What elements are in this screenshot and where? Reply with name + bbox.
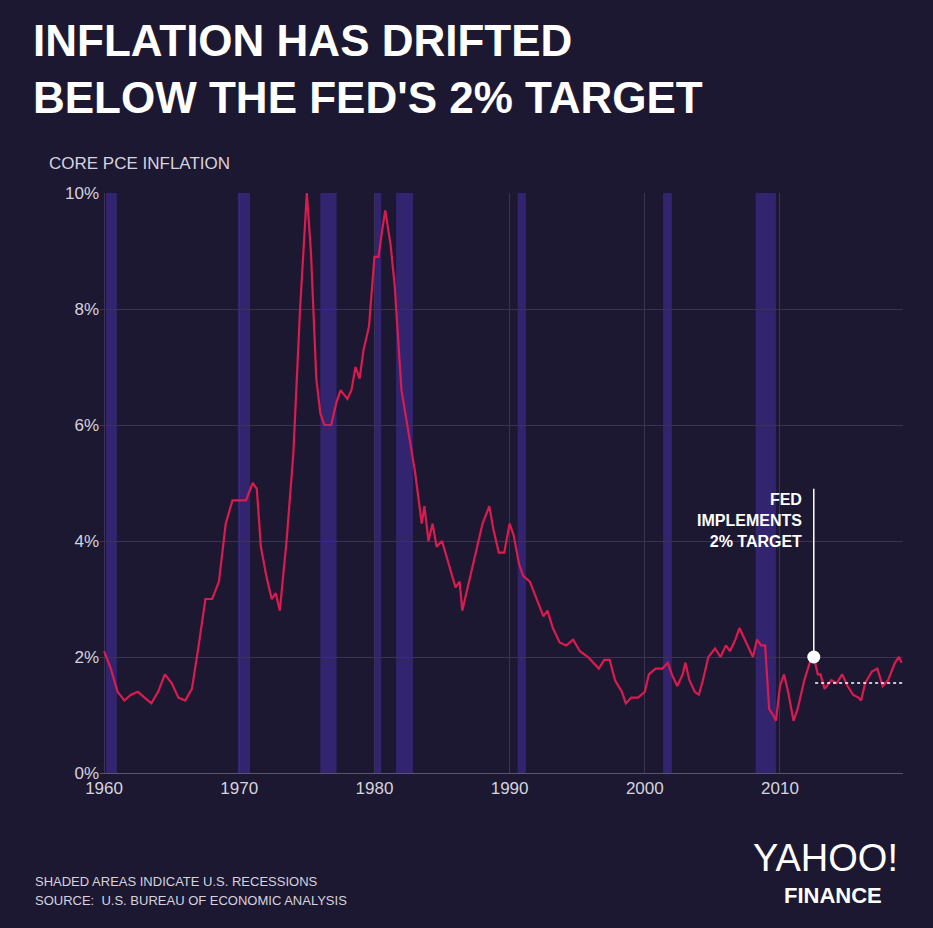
svg-text:4%: 4% xyxy=(74,532,99,551)
svg-text:FINANCE: FINANCE xyxy=(784,883,882,908)
svg-text:2000: 2000 xyxy=(626,779,664,798)
svg-text:2010: 2010 xyxy=(761,779,799,798)
svg-text:FEDIMPLEMENTS2% TARGET: FEDIMPLEMENTS2% TARGET xyxy=(697,491,802,550)
svg-text:1970: 1970 xyxy=(220,779,258,798)
svg-text:YAHOO!: YAHOO! xyxy=(753,837,898,879)
svg-text:SHADED AREAS INDICATE U.S. REC: SHADED AREAS INDICATE U.S. RECESSIONS xyxy=(35,874,318,889)
svg-text:SOURCE: U.S. BUREAU OF ECONOM: SOURCE: U.S. BUREAU OF ECONOMIC ANALYSIS xyxy=(35,893,347,908)
svg-text:1960: 1960 xyxy=(85,779,123,798)
svg-text:0%: 0% xyxy=(74,764,99,783)
svg-text:6%: 6% xyxy=(74,416,99,435)
svg-text:1980: 1980 xyxy=(356,779,394,798)
svg-text:8%: 8% xyxy=(74,300,99,319)
svg-text:INFLATION HAS DRIFTEDBELOW THE: INFLATION HAS DRIFTEDBELOW THE FED'S 2% … xyxy=(33,16,703,122)
svg-text:2%: 2% xyxy=(74,648,99,667)
svg-text:CORE PCE INFLATION: CORE PCE INFLATION xyxy=(49,154,230,173)
svg-text:10%: 10% xyxy=(65,184,99,203)
svg-text:1990: 1990 xyxy=(491,779,529,798)
